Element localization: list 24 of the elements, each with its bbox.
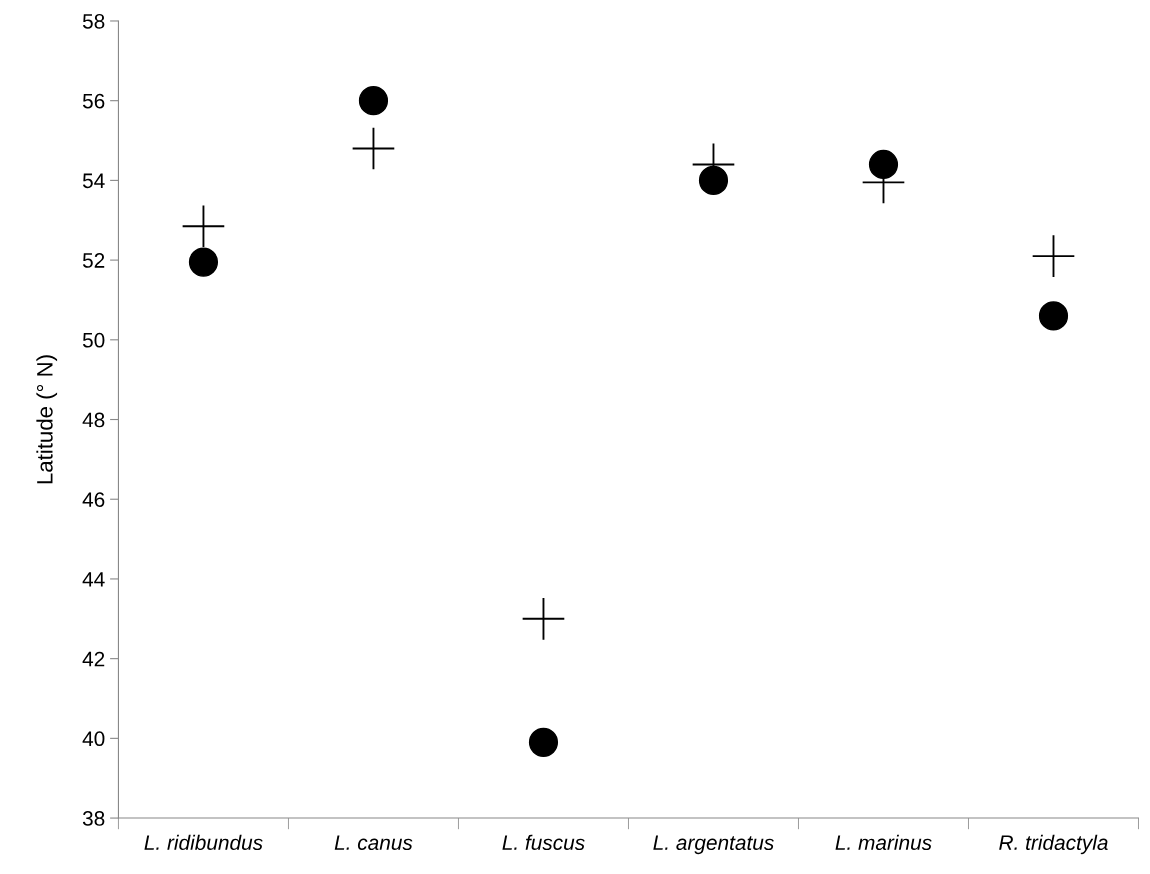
y-tick-label: 58 (82, 13, 105, 29)
y-tick-label: 50 (82, 332, 105, 348)
y-tick-label: 44 (82, 572, 105, 587)
point (358, 86, 389, 116)
point (188, 247, 219, 277)
point (698, 165, 729, 195)
x-tick-label: L. fuscus (502, 834, 585, 851)
x-tick-label: L. marinus (835, 834, 932, 851)
y-tick-label: 40 (82, 731, 105, 747)
x-tick-label: R. tridactyla (999, 834, 1108, 855)
point (1038, 301, 1069, 331)
y-tick-label: 38 (82, 811, 105, 826)
y-tick-label: 48 (82, 412, 105, 428)
x-tick-label: L. argentatus (653, 835, 774, 855)
y-tick-label: 54 (82, 173, 105, 189)
y-tick-label: 52 (82, 253, 105, 268)
y-tick-label: 46 (82, 492, 105, 507)
point (528, 727, 559, 757)
y-tick-label: 42 (82, 651, 105, 667)
x-tick-label: L. ridibundus (144, 834, 263, 851)
x-tick-label: L. canus (334, 835, 413, 851)
y-axis-title: Latitude (° N) (36, 355, 58, 484)
y-tick-label: 56 (82, 93, 105, 109)
point (868, 149, 899, 180)
